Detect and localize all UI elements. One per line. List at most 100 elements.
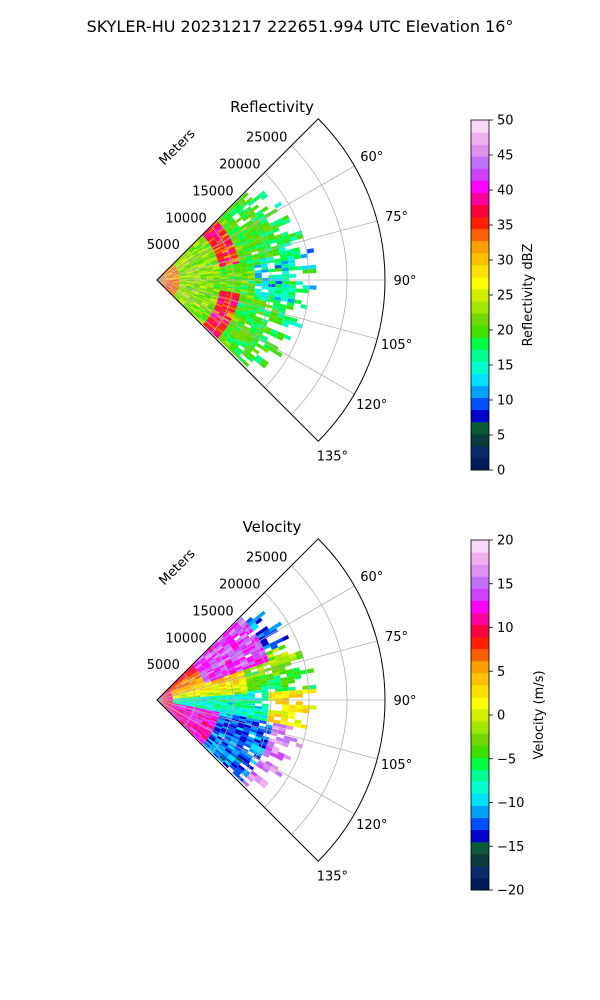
- radar-cell: [309, 705, 317, 710]
- radar-cell: [185, 708, 192, 712]
- radar-cell: [203, 311, 211, 317]
- radar-cell: [260, 738, 269, 744]
- radar-cell: [227, 696, 235, 699]
- radar-cell: [286, 721, 295, 727]
- radar-cell: [206, 285, 214, 288]
- radar-cell: [166, 698, 173, 700]
- radar-cell: [165, 282, 173, 286]
- radar-cell: [205, 245, 212, 251]
- radar-cell: [281, 321, 289, 328]
- radar-cell: [200, 736, 207, 742]
- radar-cell: [186, 281, 194, 284]
- radar-cell: [186, 280, 194, 282]
- radar-cell: [247, 735, 255, 741]
- radar-cell: [166, 697, 173, 699]
- radar-cell: [198, 267, 206, 271]
- radar-cell: [226, 746, 234, 753]
- radar-cell: [169, 290, 175, 295]
- radar-cell: [233, 661, 241, 667]
- radar-cell: [246, 260, 254, 265]
- colorbar-tick-label: −15: [497, 840, 524, 855]
- radar-cell: [158, 701, 165, 706]
- radar-cell: [198, 712, 205, 716]
- radar-cell: [180, 297, 187, 302]
- radar-cell: [220, 693, 228, 696]
- radar-cell: [254, 315, 262, 321]
- radar-cell: [254, 283, 262, 287]
- radar-cell: [232, 340, 240, 347]
- radar-cell: [268, 737, 276, 743]
- radar-cell: [261, 703, 269, 707]
- radar-cell: [222, 319, 230, 325]
- radar-cell: [200, 282, 208, 285]
- radar-cell: [170, 267, 177, 272]
- radar-cell: [241, 340, 249, 347]
- radar-cell: [248, 644, 256, 651]
- radar-cell: [207, 276, 214, 278]
- radar-cell: [211, 715, 219, 719]
- radar-cell: [247, 287, 255, 292]
- colorbar-segment: [471, 769, 489, 782]
- radar-cell: [213, 273, 221, 277]
- radar-cell: [175, 682, 182, 687]
- radar-cell: [180, 297, 187, 303]
- radar-cell: [210, 299, 217, 304]
- radar-cell: [228, 208, 236, 216]
- radar-cell: [200, 316, 207, 322]
- colorbar-tick-label: 10: [497, 621, 514, 636]
- radar-cell: [235, 756, 243, 763]
- radar-cell: [165, 694, 173, 698]
- radar-cell: [213, 692, 221, 695]
- radar-cell: [205, 654, 213, 661]
- radar-cell: [206, 705, 214, 708]
- radar-cell: [179, 281, 187, 283]
- radar-cell: [186, 703, 194, 706]
- range-tick-label: 25000: [246, 551, 287, 566]
- radar-cell: [206, 739, 213, 745]
- radar-cell: [212, 729, 220, 735]
- radar-cell: [246, 292, 255, 297]
- radar-cell: [237, 739, 246, 746]
- radar-cell: [240, 684, 248, 688]
- radar-cell: [169, 709, 175, 715]
- radar-cell: [172, 701, 180, 704]
- radar-cell: [252, 348, 260, 355]
- radar-cell: [171, 705, 179, 709]
- radar-cell: [164, 271, 171, 276]
- radar-cell: [262, 628, 271, 636]
- radar-cell: [268, 625, 277, 632]
- radar-cell: [212, 710, 220, 714]
- radar-cell: [246, 344, 255, 351]
- colorbar-segment: [471, 192, 489, 205]
- radar-cell: [172, 703, 180, 706]
- radar-cell: [232, 714, 240, 719]
- radar-cell: [221, 741, 229, 747]
- radar-cell: [248, 313, 256, 319]
- radar-cell: [253, 259, 261, 263]
- radar-cell: [199, 237, 206, 244]
- radar-cell: [223, 223, 230, 230]
- radar-cell: [261, 706, 269, 710]
- radar-cell: [169, 686, 176, 692]
- radar-cell: [306, 248, 315, 254]
- radar-cell: [200, 281, 208, 284]
- radar-cell: [268, 280, 276, 285]
- radar-cell: [231, 720, 239, 725]
- radar-cell: [281, 741, 289, 748]
- radar-cell: [172, 277, 180, 279]
- radar-cell: [232, 350, 240, 358]
- radar-cell: [232, 683, 241, 687]
- velocity-title: Velocity: [243, 518, 302, 536]
- radar-cell: [243, 348, 251, 356]
- radar-cell: [197, 246, 205, 252]
- range-tick-label: 25000: [246, 131, 287, 146]
- colorbar-segment: [471, 576, 489, 589]
- radar-cell: [204, 681, 212, 685]
- radar-cell: [213, 307, 221, 313]
- radar-cell: [280, 677, 288, 682]
- radar-cell: [246, 680, 254, 685]
- radar-cell: [195, 257, 203, 262]
- radar-cell: [189, 307, 196, 313]
- radar-cell: [253, 235, 261, 241]
